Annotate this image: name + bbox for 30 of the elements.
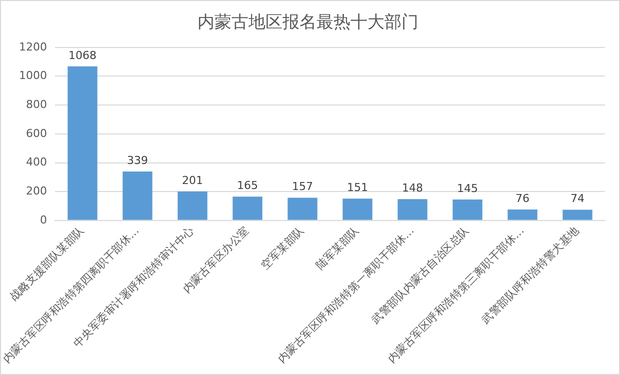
y-tick-label: 0 bbox=[40, 213, 47, 226]
chart-title: 内蒙古地区报名最热十大部门 bbox=[198, 12, 418, 33]
data-label: 201 bbox=[182, 174, 203, 187]
y-tick-label: 200 bbox=[26, 184, 47, 198]
data-label: 76 bbox=[516, 192, 530, 205]
y-tick-label: 1200 bbox=[18, 40, 47, 54]
bar bbox=[288, 198, 318, 220]
bar bbox=[398, 199, 428, 220]
data-label: 1068 bbox=[68, 48, 96, 62]
data-label: 339 bbox=[126, 154, 148, 167]
y-tick-label: 1000 bbox=[18, 69, 47, 82]
x-tick-label: 陆军某部队 bbox=[314, 224, 362, 272]
data-label: 151 bbox=[346, 181, 368, 194]
y-tick-label: 600 bbox=[26, 126, 47, 140]
x-tick-label: 空军某部队 bbox=[258, 224, 307, 272]
bar bbox=[342, 198, 372, 220]
data-label: 157 bbox=[292, 180, 313, 194]
bar bbox=[122, 172, 152, 220]
bar bbox=[178, 191, 208, 220]
y-tick-label: 400 bbox=[26, 156, 47, 169]
data-label: 148 bbox=[402, 181, 423, 194]
y-tick-label: 800 bbox=[26, 98, 47, 111]
data-label: 165 bbox=[236, 179, 258, 192]
bar bbox=[562, 210, 592, 220]
bar bbox=[452, 200, 482, 220]
data-label: 145 bbox=[457, 182, 478, 195]
bar bbox=[232, 196, 262, 220]
data-label: 74 bbox=[570, 192, 584, 206]
bar bbox=[508, 209, 538, 220]
bar bbox=[68, 66, 98, 220]
